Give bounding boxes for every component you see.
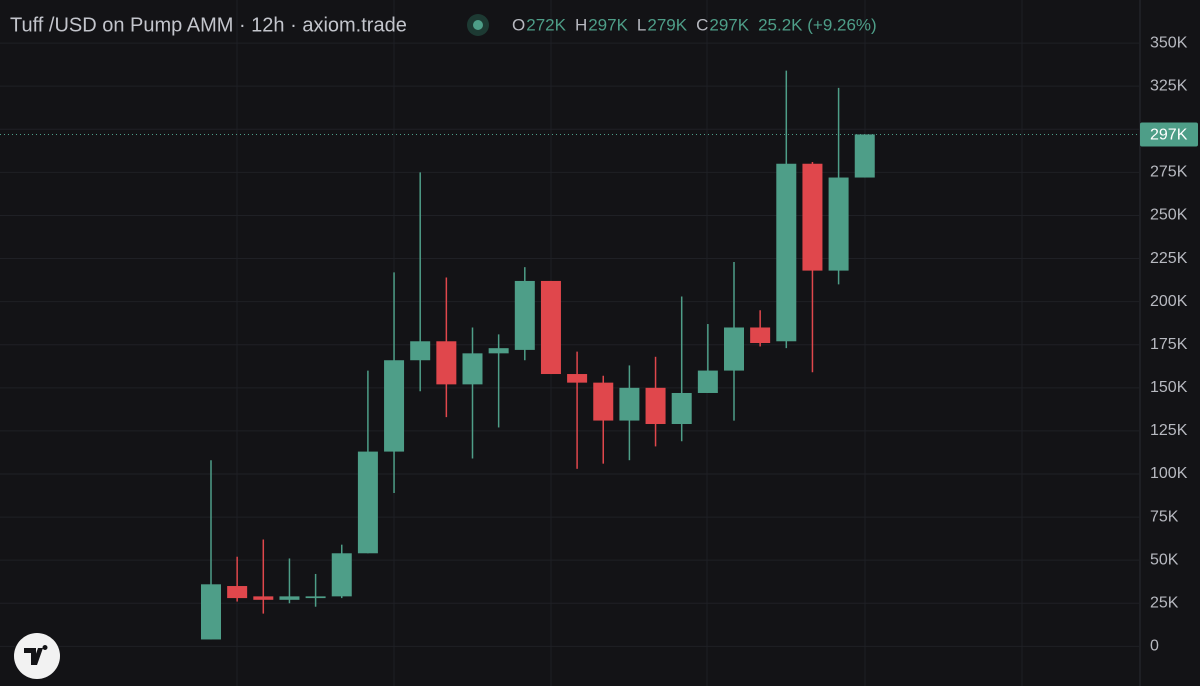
- candle-body: [802, 163, 823, 271]
- candle-body: [593, 382, 614, 421]
- legend-value: 297K: [709, 15, 749, 34]
- ohlc-legend: O 272K H 297K L 279K C 297K 25.2K (+9.26%): [512, 15, 877, 34]
- y-tick-label: 150K: [1150, 379, 1188, 396]
- candle-body: [645, 387, 666, 425]
- labels: 350K325K300K275K250K225K200K175K150K125K…: [1140, 34, 1198, 655]
- legend-key: L: [637, 15, 646, 34]
- legend-value: 297K: [588, 15, 628, 34]
- grid: [0, 42, 1140, 647]
- tv-logo: [14, 633, 60, 679]
- legend-change: 25.2K (+9.26%): [758, 15, 877, 34]
- status-dot: [473, 20, 483, 30]
- candle-body: [514, 280, 535, 350]
- chart-title: Tuff /USD on Pump AMM · 12h · axiom.trad…: [10, 14, 407, 36]
- candle-body: [828, 177, 849, 271]
- legend-value: 279K: [647, 15, 687, 34]
- legend-key: C: [696, 15, 708, 34]
- candle-body: [462, 353, 483, 385]
- legend-value: 272K: [526, 15, 566, 34]
- candle-body: [567, 374, 588, 383]
- y-tick-label: 275K: [1150, 164, 1188, 181]
- y-tick-label: 225K: [1150, 250, 1188, 267]
- legend-key: H: [575, 15, 587, 34]
- candle-body: [331, 553, 352, 597]
- y-tick-label: 325K: [1150, 77, 1188, 94]
- candle-body: [540, 280, 561, 375]
- candle-body: [357, 451, 378, 554]
- candle-body: [227, 586, 248, 599]
- y-tick-label: 0: [1150, 638, 1159, 655]
- candle-body: [384, 360, 405, 452]
- y-tick-label: 175K: [1150, 336, 1188, 353]
- candle-body: [279, 596, 300, 600]
- candle-body: [697, 370, 718, 393]
- candle-body: [750, 327, 771, 343]
- candle-body: [854, 134, 875, 178]
- last-price-tag: [1140, 122, 1198, 147]
- y-tick-label: 250K: [1150, 207, 1188, 224]
- y-tick-label: 75K: [1150, 508, 1179, 525]
- y-tick-label: 125K: [1150, 422, 1188, 439]
- candle-body: [410, 341, 431, 361]
- legend-key: O: [512, 15, 525, 34]
- candle-body: [488, 348, 509, 354]
- candle-body: [305, 596, 326, 599]
- candle-body: [671, 392, 692, 425]
- candle-body: [776, 163, 797, 342]
- candle-body: [619, 387, 640, 421]
- logo-glyph: [24, 644, 48, 665]
- candle-body: [724, 327, 744, 371]
- y-tick-label: 25K: [1150, 594, 1179, 611]
- candle-body: [201, 584, 221, 640]
- candle-body: [253, 596, 274, 600]
- candles: [0, 70, 1140, 640]
- y-tick-label: 350K: [1150, 34, 1188, 51]
- last-price-label: 297K: [1150, 127, 1188, 144]
- candle-body: [436, 341, 457, 385]
- y-tick-label: 200K: [1150, 293, 1188, 310]
- y-tick-label: 50K: [1150, 551, 1179, 568]
- y-tick-label: 100K: [1150, 465, 1188, 482]
